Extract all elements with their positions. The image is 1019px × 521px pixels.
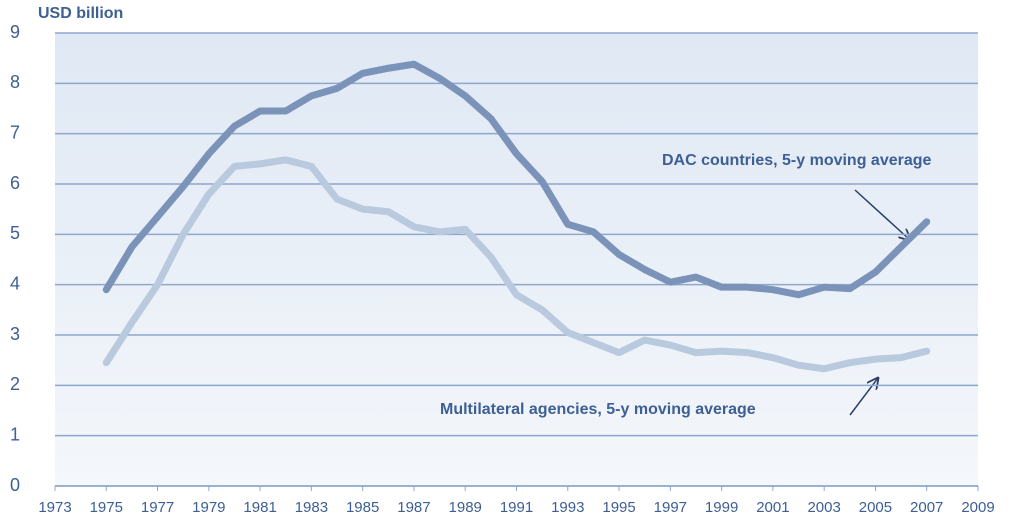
arrow [854,189,910,240]
x-tick-label: 1997 [654,499,687,516]
y-tick-label: 7 [10,122,20,142]
x-tick-label: 1979 [192,499,225,516]
x-tick-label: 1995 [602,499,635,516]
y-tick-label: 4 [10,273,20,293]
x-tick-label: 2007 [910,499,943,516]
y-axis-label: USD billion [38,5,123,22]
y-tick-label: 5 [10,223,20,243]
x-tick-label: 1999 [705,499,738,516]
x-tick-label: 2001 [756,499,789,516]
x-tick-label: 1977 [141,499,174,516]
y-tick-label: 8 [10,72,20,92]
annotation: Multilateral agencies, 5-y moving averag… [440,401,756,418]
x-tick-label: 2005 [859,499,892,516]
arrow [849,378,878,416]
x-tick-label: 1975 [90,499,123,516]
x-tick-label: 1973 [38,499,71,516]
x-tick-label: 2009 [961,499,994,516]
x-tick-label: 2003 [807,499,840,516]
y-tick-label: 9 [10,22,20,42]
plot-area [55,33,978,486]
x-tick-label: 1987 [397,499,430,516]
y-tick-label: 3 [10,324,20,344]
x-tick-label: 1985 [346,499,379,516]
data-line [102,60,931,299]
annotation: DAC countries, 5-y moving average [662,152,932,169]
x-tick-label: 1993 [551,499,584,516]
y-tick-label: 0 [10,475,20,495]
x-tick-label: 1991 [500,499,533,516]
y-tick-label: 1 [10,424,20,444]
y-tick-label: 6 [10,173,20,193]
data-line [102,156,931,373]
x-tick-label: 1981 [243,499,276,516]
y-tick-label: 2 [10,374,20,394]
x-tick-label: 1989 [449,499,482,516]
x-tick-label: 1983 [295,499,328,516]
